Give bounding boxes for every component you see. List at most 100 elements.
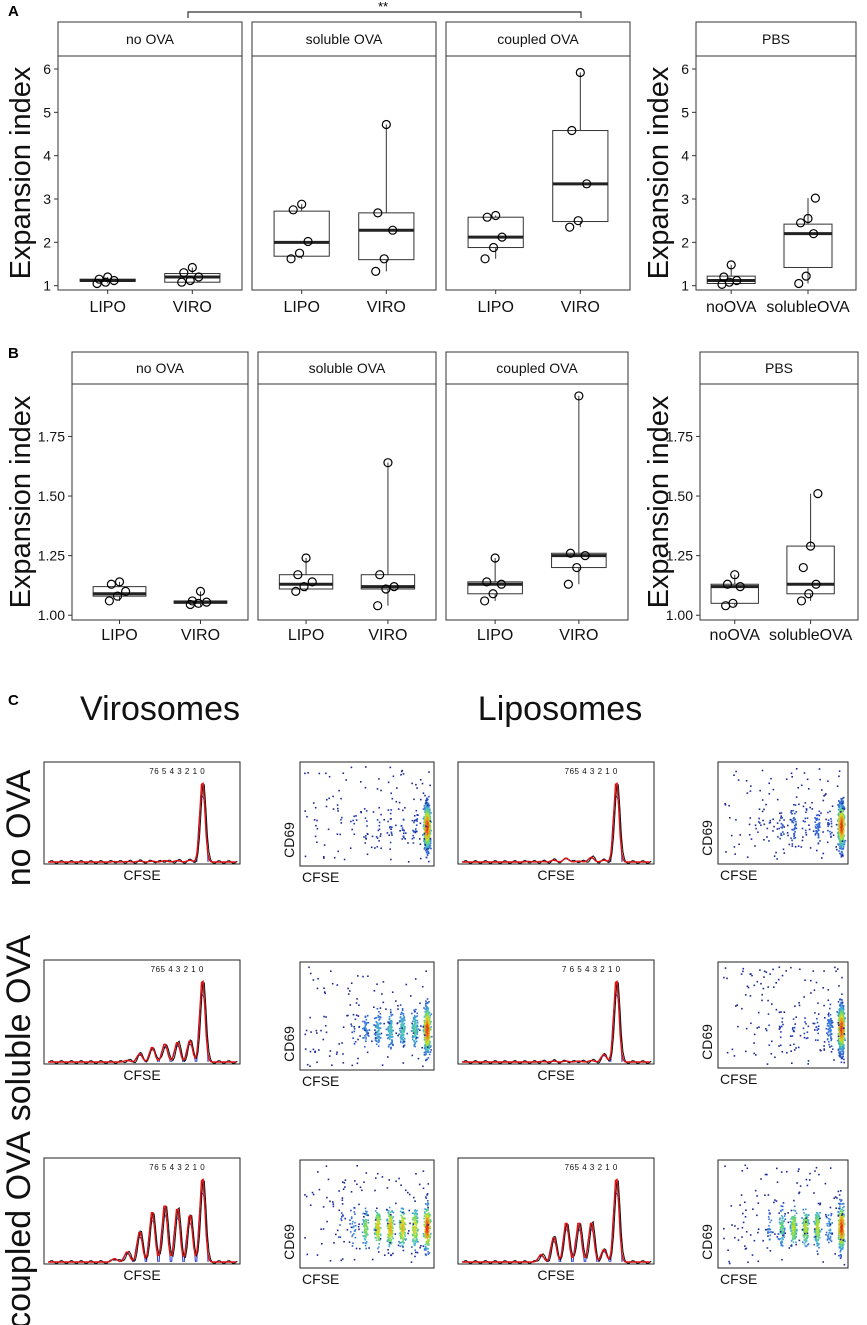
scatter-event [424, 1246, 427, 1248]
scatter-event [831, 1048, 834, 1050]
scatter-event [840, 830, 842, 833]
scatter-event [831, 805, 834, 807]
scatter-event [366, 1051, 369, 1054]
data-point [732, 275, 742, 286]
scatter-event [793, 803, 795, 806]
scatter-event [401, 1218, 404, 1220]
scatter-event [840, 811, 842, 813]
y-tick-label: 1.00 [666, 607, 693, 623]
scatter-event [355, 819, 358, 821]
scatter-event [419, 843, 422, 845]
scatter-event [818, 829, 820, 832]
scatter-event [389, 766, 392, 769]
scatter-event [416, 1030, 419, 1033]
generation-labels: 765 4 3 2 1 0 [565, 767, 618, 776]
scatter-event [839, 806, 841, 808]
scatter-event [841, 993, 843, 995]
scatter-event [780, 812, 783, 814]
scatter-event [425, 1032, 428, 1035]
scatter-event [425, 1027, 427, 1030]
scatter-event [403, 1226, 406, 1229]
scatter-event [412, 1224, 414, 1227]
scatter-event [402, 773, 405, 775]
scatter-event [429, 1028, 431, 1030]
facet-strip [257, 351, 437, 385]
scatter-event [428, 1023, 431, 1025]
scatter-event [803, 1032, 806, 1035]
scatter-event [765, 803, 767, 806]
scatter-event [392, 1252, 394, 1255]
scatter-event [327, 1178, 330, 1181]
scatter-event [426, 1204, 429, 1207]
scatter-event [305, 1195, 308, 1198]
scatter-event [388, 1022, 391, 1025]
scatter-event [428, 1243, 430, 1246]
scatter-event [402, 1232, 405, 1234]
scatter-event [829, 1007, 831, 1010]
scatter-event [839, 814, 841, 817]
scatter-event [423, 1033, 425, 1035]
scatter-event [817, 827, 819, 830]
scatter-event [817, 842, 820, 844]
data-point [813, 489, 823, 499]
scatter-event [842, 1052, 845, 1054]
facet-strip-label: coupled OVA [496, 360, 578, 376]
scatter-event [400, 1211, 403, 1214]
data-point [805, 541, 816, 551]
scatter-event [312, 1193, 315, 1196]
scatter-event [376, 1031, 378, 1033]
scatter-event [401, 1244, 404, 1247]
scatter-event [371, 1040, 373, 1043]
scatter-event [390, 1214, 392, 1216]
scatter-event [808, 824, 810, 826]
scatter-event [828, 1022, 831, 1025]
scatter-event [364, 1015, 367, 1018]
scatter-event [757, 821, 760, 823]
scatter-event [365, 1022, 368, 1024]
data-point [491, 210, 501, 221]
scatter-event [795, 820, 797, 823]
scatter-event [366, 1213, 368, 1215]
scatter-event [781, 827, 784, 829]
scatter-x-label: CFSE [302, 1271, 339, 1287]
scatter-event [365, 1242, 367, 1245]
scatter-event [412, 1234, 414, 1237]
scatter-event [414, 978, 417, 980]
scatter-event [837, 808, 840, 811]
scatter-event [426, 1237, 429, 1240]
box-lipo [467, 210, 524, 264]
scatter-y-label: CD69 [281, 1026, 297, 1062]
scatter-event [374, 1033, 377, 1036]
scatter-event [382, 981, 385, 983]
scatter-event [817, 836, 820, 838]
scatter-event [390, 1220, 393, 1223]
scatter-event [402, 1029, 405, 1032]
scatter-event [343, 858, 346, 861]
scatter-event [314, 806, 317, 809]
scatter-event [423, 824, 425, 826]
scatter-event [379, 1238, 382, 1240]
scatter-event [375, 1043, 378, 1045]
scatter-event [416, 1213, 418, 1216]
scatter-event [429, 1014, 431, 1017]
scatter-event [326, 1196, 328, 1199]
scatter-event [424, 807, 427, 809]
scatter-event [413, 819, 416, 822]
scatter-event [426, 1194, 428, 1196]
scatter-event [423, 1217, 425, 1220]
scatter-event [399, 1245, 402, 1248]
scatter-event [426, 1002, 429, 1005]
scatter-event [359, 1035, 361, 1037]
scatter-event [364, 1244, 367, 1247]
scatter-event [830, 1033, 833, 1035]
scatter-event [426, 806, 429, 808]
x-category-label: VIRO [368, 627, 407, 644]
data-point [565, 222, 575, 232]
scatter-event [378, 1236, 380, 1238]
scatter-event [794, 837, 797, 839]
scatter-event [357, 1015, 360, 1017]
scatter-event [425, 1047, 428, 1049]
scatter-event [425, 851, 428, 854]
scatter-event [415, 1241, 417, 1243]
